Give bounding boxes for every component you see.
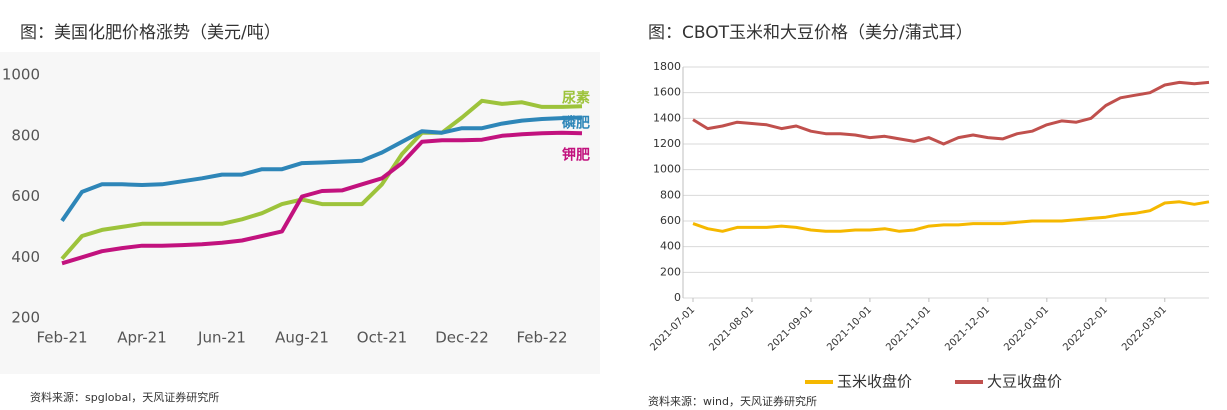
y-tick-label: 400 [660, 240, 681, 253]
series-line [60, 98, 583, 261]
legend-label: 玉米收盘价 [837, 373, 912, 391]
x-tick-label: 2022-02-01 [1061, 304, 1110, 353]
x-tick-label: 2021-08-01 [707, 304, 756, 353]
x-tick-label: Oct-21 [357, 329, 407, 347]
x-tick-label: Apr-21 [117, 329, 167, 347]
source-note: 资料来源：spglobal，天风证券研究所 [30, 390, 219, 404]
y-tick-label: 200 [11, 309, 40, 327]
x-tick-label: 2022-01-01 [1002, 304, 1051, 353]
x-tick-label: 2021-07-01 [648, 304, 697, 353]
x-tick-label: 2021-12-01 [943, 304, 992, 353]
series-line [692, 80, 1210, 146]
plot-background [0, 52, 600, 374]
y-tick-label: 0 [674, 291, 681, 304]
series-line [60, 115, 583, 222]
x-tick-label: 2021-09-01 [766, 304, 815, 353]
y-tick-label: 600 [660, 214, 681, 227]
y-tick-label: 1200 [653, 137, 681, 150]
y-tick-label: 1600 [653, 86, 681, 99]
legend-label: 大豆收盘价 [987, 373, 1062, 391]
legend-label: 磷肥 [562, 115, 590, 132]
x-tick-label: Feb-22 [516, 329, 567, 347]
y-tick-label: 1400 [653, 111, 681, 124]
x-tick-label: 2021-10-01 [825, 304, 874, 353]
y-tick-label: 600 [11, 187, 40, 205]
x-tick-label: Dec-22 [435, 329, 489, 347]
chart-title: 图：美国化肥价格涨势（美元/吨） [20, 23, 281, 43]
x-tick-label: Aug-21 [275, 329, 329, 347]
series-line [61, 130, 583, 266]
y-tick-label: 1000 [653, 163, 681, 176]
legend-label: 尿素 [562, 89, 590, 106]
y-tick-label: 800 [660, 188, 681, 201]
x-tick-label: Jun-21 [197, 329, 246, 347]
y-tick-label: 800 [11, 126, 40, 144]
y-tick-label: 200 [660, 265, 681, 278]
y-tick-label: 1800 [653, 60, 681, 73]
x-tick-label: 2021-11-01 [884, 304, 933, 353]
y-tick-label: 400 [11, 248, 40, 266]
x-tick-label: Feb-21 [36, 329, 87, 347]
x-tick-label: 2022-03-01 [1120, 304, 1169, 353]
legend-label: 钾肥 [562, 146, 590, 163]
series-line [692, 200, 1210, 233]
y-tick-label: 1000 [2, 66, 40, 84]
source-note: 资料来源：wind，天风证券研究所 [648, 394, 817, 408]
chart-title: 图：CBOT玉米和大豆价格（美分/蒲式耳） [648, 23, 973, 43]
